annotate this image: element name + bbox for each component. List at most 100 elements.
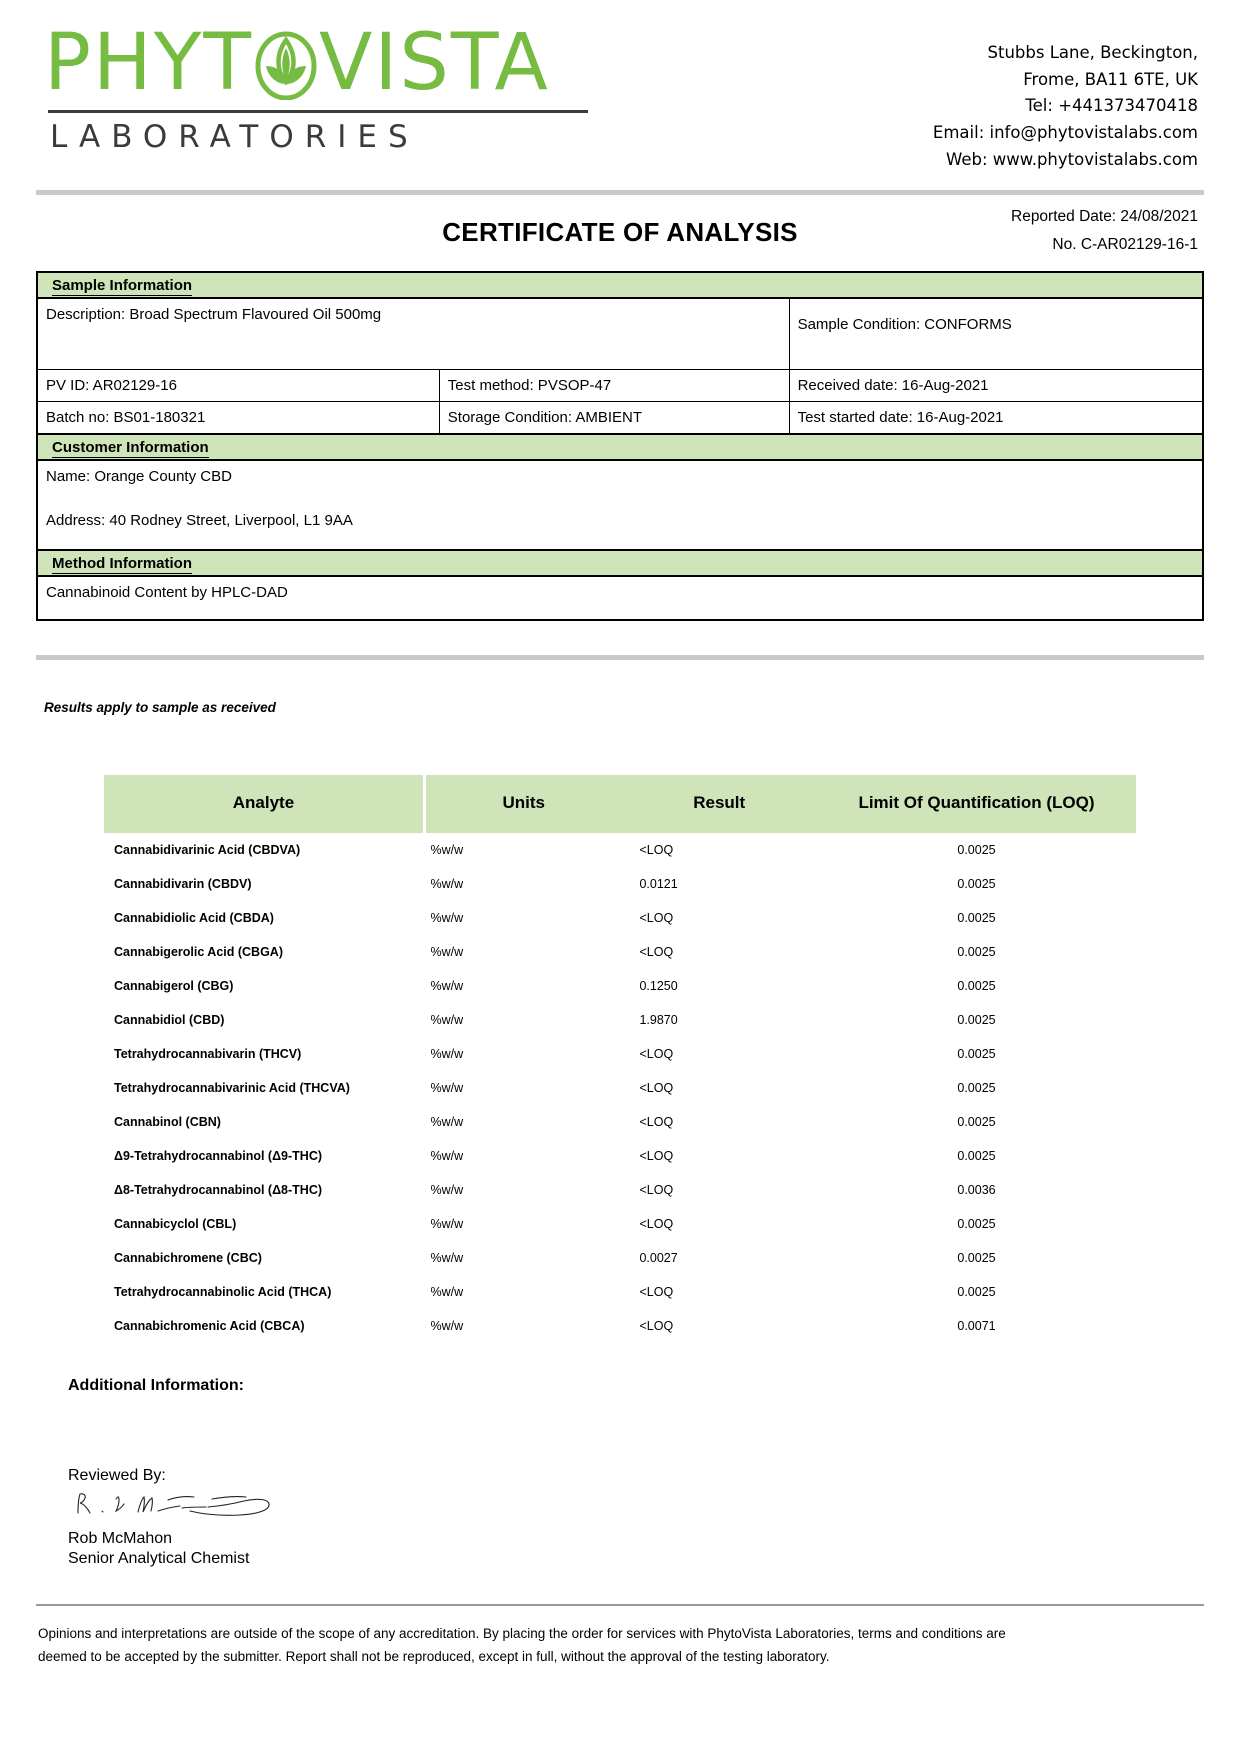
leaf-in-circle-icon (254, 26, 318, 101)
analyte-name: Δ8-Tetrahydrocannabinol (Δ8-THC) (114, 1182, 323, 1197)
analyte-result: <LOQ (639, 1284, 674, 1299)
analyte-name: Cannabidivarin (CBDV) (114, 876, 252, 891)
analyte-units: %w/w (430, 842, 464, 857)
table-row: Method Information (36, 548, 1204, 577)
analyte-units: %w/w (430, 910, 464, 925)
analyte-result: <LOQ (639, 1114, 674, 1129)
analyte-units: %w/w (430, 1148, 464, 1163)
contact-address-line2: Frome, BA11 6TE, UK (1023, 69, 1198, 89)
sample-condition: Sample Condition: CONFORMS (788, 297, 1204, 370)
analyte-name: Cannabichromene (CBC) (114, 1250, 262, 1265)
page-title: CERTIFICATE OF ANALYSIS (442, 216, 798, 247)
table-row: Sample Information (36, 270, 1204, 299)
column-header-result: Result (621, 774, 817, 833)
table-row: Cannabigerolic Acid (CBGA) %w/w <LOQ 0.0025 (104, 935, 1136, 969)
analyte-units: %w/w (430, 876, 464, 891)
table-row: Tetrahydrocannabivarin (THCV) %w/w <LOQ 0.0… (104, 1037, 1136, 1071)
brand-wordmark: PHYT VISTA (44, 18, 644, 108)
table-row: Cannabidivarinic Acid (CBDVA) %w/w <LOQ 0.0… (104, 833, 1136, 867)
table-row: Batch no: BS01-180321 Storage Condition:… (36, 400, 1204, 435)
analyte-loq: 0.0025 (957, 1012, 996, 1027)
analyte-result: 0.0027 (639, 1250, 678, 1265)
reviewed-by-label: Reviewed By: (68, 1466, 166, 1484)
table-row: Cannabicyclol (CBL) %w/w <LOQ 0.0025 (104, 1207, 1136, 1241)
results-section: Analyte Units Result Limit Of Quantifica… (36, 774, 1204, 1343)
results-table: Analyte Units Result Limit Of Quantifica… (104, 774, 1136, 1343)
table-row: Cannabidiolic Acid (CBDA) %w/w <LOQ 0.0025 (104, 901, 1136, 935)
analyte-units: %w/w (430, 1284, 464, 1299)
column-header-loq: Limit Of Quantification (LOQ) (816, 774, 1136, 833)
disclaimer-text: Opinions and interpretations are outside… (38, 1625, 1006, 1664)
analyte-name: Cannabidivarinic Acid (CBDVA) (114, 842, 301, 857)
test-method: Test method: PVSOP-47 (438, 368, 790, 402)
reviewer-name: Rob McMahon (68, 1529, 173, 1547)
report-number: No. C-AR02129-16-1 (1052, 236, 1198, 254)
analyte-result: <LOQ (639, 1182, 674, 1197)
storage-condition: Storage Condition: AMBIENT (438, 400, 790, 435)
table-row: Cannabidivarin (CBDV) %w/w 0.0121 0.0025 (104, 867, 1136, 901)
header-divider (36, 189, 1204, 195)
handwritten-signature (72, 1487, 1204, 1526)
analyte-units: %w/w (430, 1182, 464, 1197)
table-row: Cannabidiol (CBD) %w/w 1.9870 0.0025 (104, 1003, 1136, 1037)
analyte-units: %w/w (430, 1250, 464, 1265)
analyte-units: %w/w (430, 1318, 464, 1333)
analyte-loq: 0.0071 (957, 1318, 996, 1333)
analyte-name: Cannabigerol (CBG) (114, 978, 234, 993)
analyte-units: %w/w (430, 1046, 464, 1061)
table-row: Customer Information (36, 432, 1204, 461)
column-header-analyte: Analyte (104, 774, 426, 833)
contact-email: Email: info@phytovistalabs.com (932, 123, 1198, 143)
analyte-units: %w/w (430, 1114, 464, 1129)
analyte-loq: 0.0025 (957, 910, 996, 925)
analyte-result: 1.9870 (639, 1012, 678, 1027)
analyte-loq: 0.0025 (957, 1284, 996, 1299)
brand-subtitle: LABORATORIES (50, 119, 419, 156)
title-row: CERTIFICATE OF ANALYSIS Reported Date: 2… (36, 195, 1204, 267)
table-row: PV ID: AR02129-16 Test method: PVSOP-47 … (36, 368, 1204, 402)
analyte-name: Cannabichromenic Acid (CBCA) (114, 1318, 305, 1333)
analyte-result: 0.1250 (639, 978, 678, 993)
analyte-loq: 0.0025 (957, 978, 996, 993)
analyte-name: Tetrahydrocannabivarinic Acid (THCVA) (114, 1080, 350, 1095)
brand-name-part2: VISTA (318, 18, 550, 108)
page-header: PHYT VISTA LABORATORIES Stubbs Lane, Bec… (36, 0, 1204, 174)
received-date: Received date: 16-Aug-2021 (788, 368, 1204, 402)
additional-information-label: Additional Information: (68, 1376, 244, 1394)
table-row: Name: Orange County CBD (36, 459, 1204, 505)
analyte-result: <LOQ (639, 1046, 674, 1061)
contact-website: Web: www.phytovistalabs.com (945, 149, 1198, 169)
table-row: Address: 40 Rodney Street, Liverpool, L1… (36, 504, 1204, 551)
analyte-name: Cannabidiol (CBD) (114, 1012, 225, 1027)
table-row: Tetrahydrocannabinolic Acid (THCA) %w/w <L… (104, 1275, 1136, 1309)
analyte-loq: 0.0025 (957, 842, 996, 857)
brand-name-part1: PHYT (44, 18, 253, 108)
table-row: Cannabinol (CBN) %w/w <LOQ 0.0025 (104, 1105, 1136, 1139)
company-logo: PHYT VISTA LABORATORIES (36, 18, 644, 156)
analyte-result: <LOQ (639, 1216, 674, 1231)
table-row: Description: Broad Spectrum Flavoured Oi… (36, 297, 1204, 370)
results-header-row: Analyte Units Result Limit Of Quantifica… (104, 774, 1136, 833)
analyte-result: <LOQ (639, 1080, 674, 1095)
reviewer-role: Senior Analytical Chemist (68, 1549, 250, 1567)
sample-description: Description: Broad Spectrum Flavoured Oi… (36, 297, 790, 370)
analyte-name: Tetrahydrocannabivarin (THCV) (114, 1046, 302, 1061)
contact-telephone: Tel: +441373470418 (1025, 96, 1198, 116)
analyte-result: <LOQ (639, 944, 674, 959)
results-body: Cannabidivarinic Acid (CBDVA) %w/w <LOQ 0.0… (104, 833, 1136, 1343)
table-row: Cannabichromene (CBC) %w/w 0.0027 0.0025 (104, 1241, 1136, 1275)
analyte-name: Cannabinol (CBN) (114, 1114, 221, 1129)
table-row: Δ8-Tetrahydrocannabinol (Δ8-THC) %w/w <LOQ… (104, 1173, 1136, 1207)
sample-info-table: Sample Information Description: Broad Sp… (36, 270, 1204, 621)
table-row: Cannabigerol (CBG) %w/w 0.1250 0.0025 (104, 969, 1136, 1003)
analyte-loq: 0.0025 (957, 944, 996, 959)
analyte-units: %w/w (430, 1216, 464, 1231)
analyte-units: %w/w (430, 1080, 464, 1095)
analyte-loq: 0.0025 (957, 1114, 996, 1129)
contact-address-line1: Stubbs Lane, Beckington, (987, 43, 1198, 62)
analyte-result: <LOQ (639, 842, 674, 857)
customer-information-heading: Customer Information (36, 432, 1204, 461)
section-divider (36, 654, 1204, 660)
test-started-date: Test started date: 16-Aug-2021 (788, 400, 1204, 435)
